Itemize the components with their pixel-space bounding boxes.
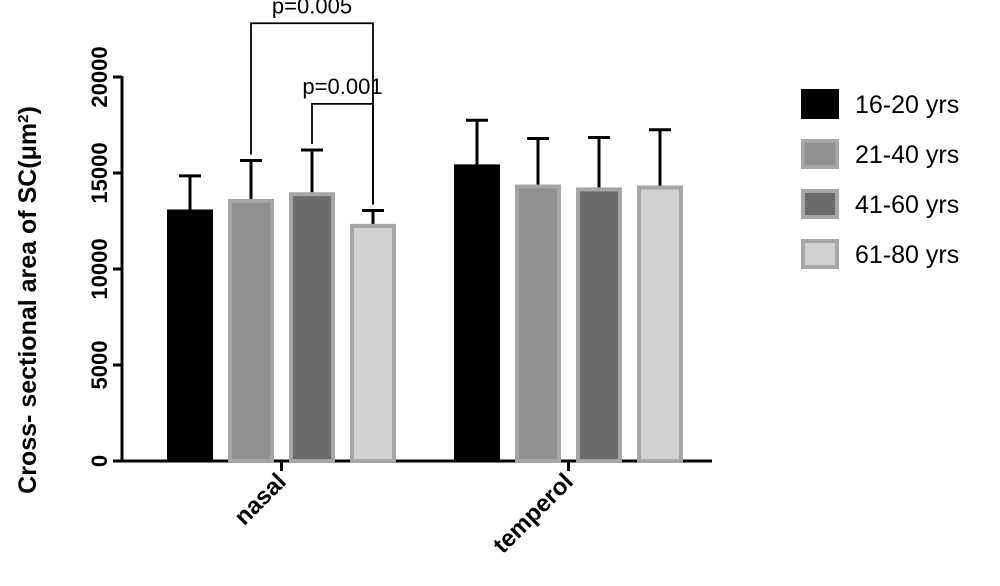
bar [515,184,561,464]
x-tick-label: temperol [488,468,579,559]
y-axis-label-tail: ) [14,106,42,114]
bar [289,192,335,463]
y-tick-label: 15000 [87,142,112,203]
y-axis-label-main: Cross- sectional area of SC(μm [14,123,42,494]
bar [350,223,396,463]
y-tick-label: 5000 [87,341,112,390]
significance-bracket [311,102,374,205]
bar [637,185,683,463]
legend-swatch [801,239,839,269]
x-tick-label: nasal [229,468,291,530]
significance-label: p=0.001 [302,74,382,99]
legend-label: 21-40 yrs [855,141,959,169]
legend-label: 61-80 yrs [855,241,959,269]
bar [576,187,622,463]
bar [454,164,500,462]
legend-swatch [801,189,839,219]
y-tick-label: 0 [87,455,112,467]
legend-swatch [801,139,839,169]
significance-label: p=0.005 [272,0,352,18]
bar [167,209,213,461]
legend-label: 41-60 yrs [855,191,959,219]
y-axis-label-superscript: 2 [15,115,32,123]
legend-swatch [801,89,839,119]
bar [228,198,274,463]
legend-label: 16-20 yrs [855,91,959,119]
y-tick-label: 10000 [87,238,112,299]
y-axis-label: Cross- sectional area of SC(μm2) [14,106,42,494]
y-tick-label: 20000 [87,46,112,107]
